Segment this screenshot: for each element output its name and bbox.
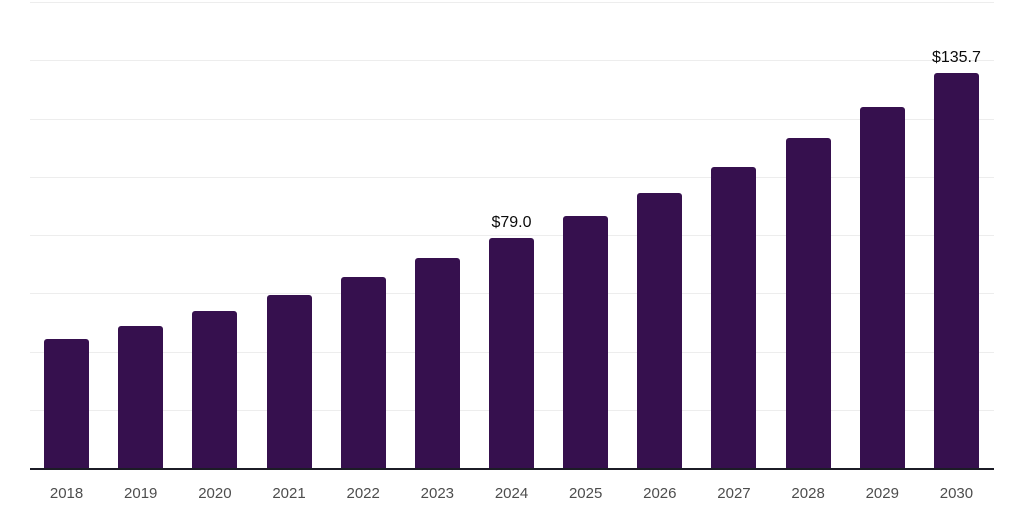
bar-2026 — [637, 192, 683, 468]
x-axis-line — [29, 468, 994, 470]
x-tick-label-2027: 2027 — [717, 485, 751, 502]
gridline-y120 — [29, 118, 994, 120]
bar-2020 — [192, 311, 238, 468]
gridline-y100 — [29, 176, 994, 178]
bar-2022 — [340, 277, 386, 468]
x-tick-label-2025: 2025 — [568, 485, 603, 502]
bar-2023 — [414, 257, 460, 468]
bar-2029 — [859, 107, 905, 468]
gridline-y140 — [29, 60, 994, 62]
x-tick-label-2029: 2029 — [865, 485, 899, 502]
bar-2028 — [785, 138, 831, 468]
x-tick-label-2019: 2019 — [124, 485, 158, 502]
x-tick-label-2026: 2026 — [643, 485, 677, 502]
bar-2025 — [563, 216, 609, 468]
bar-2030 — [933, 72, 979, 468]
x-tick-label-2023: 2023 — [420, 485, 455, 502]
x-tick-label-2020: 2020 — [198, 485, 232, 502]
bar-2021 — [266, 294, 312, 468]
x-tick-label-2022: 2022 — [346, 485, 380, 502]
bar-2027 — [711, 166, 757, 468]
gridline-y80 — [29, 235, 994, 237]
x-tick-label-2018: 2018 — [49, 485, 84, 502]
bar-value-label-2030: $135.7 — [931, 48, 981, 66]
x-tick-label-2024: 2024 — [494, 485, 529, 502]
bar-value-label-2024: $79.0 — [491, 214, 532, 231]
gridline-y160 — [29, 2, 994, 4]
bar-2019 — [118, 325, 164, 468]
bar-2024 — [489, 238, 534, 468]
bar-2018 — [44, 339, 90, 468]
x-tick-label-2021: 2021 — [272, 485, 306, 502]
x-tick-label-2028: 2028 — [791, 485, 825, 502]
x-tick-label-2030: 2030 — [939, 485, 974, 502]
